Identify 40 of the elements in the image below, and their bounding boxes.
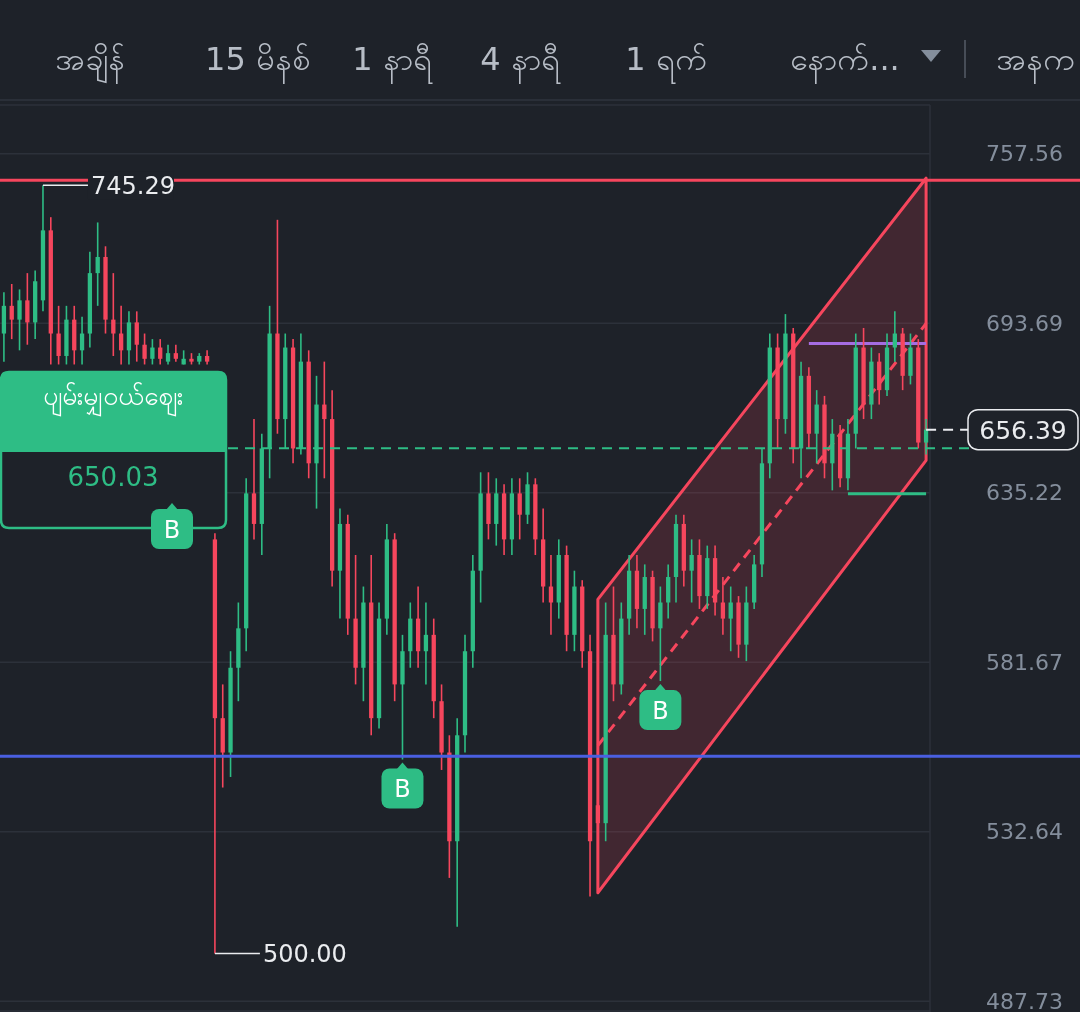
- candlestick: [95, 221, 100, 307]
- candlestick: [728, 585, 733, 653]
- candlestick: [150, 338, 155, 366]
- candlestick: [548, 554, 554, 636]
- candlestick: [25, 272, 30, 346]
- candlestick: [9, 283, 14, 340]
- candlestick: [134, 310, 139, 363]
- y-tick-label: 487.73: [986, 988, 1063, 1012]
- y-tick-label: 693.69: [986, 310, 1063, 336]
- candlestick: [423, 601, 429, 686]
- candlestick: [142, 332, 147, 366]
- y-tick-label: 581.67: [986, 649, 1063, 675]
- annotation: B: [394, 775, 411, 804]
- candlestick: [720, 576, 726, 636]
- candlestick: [322, 360, 327, 480]
- candlestick: [892, 310, 897, 363]
- candlestick: [517, 477, 522, 541]
- y-tick-label: 757.56: [986, 141, 1063, 167]
- text: 4 နာရီ: [480, 40, 561, 84]
- annotation: B: [652, 697, 669, 726]
- annotation: ပျမ်းမျှဝယ်စျေး: [43, 381, 183, 417]
- text: 1 ရက်: [625, 40, 707, 84]
- ref-line-label: 656.39: [979, 415, 1067, 445]
- annotation: B: [163, 516, 181, 544]
- text: 1 နာရီ: [352, 40, 433, 84]
- annotation: 500.00: [262, 940, 347, 969]
- candlestick: [56, 305, 61, 366]
- annotation: 745.29: [90, 172, 175, 201]
- text: နောက်...: [790, 40, 900, 84]
- y-tick-label: 532.64: [986, 819, 1063, 845]
- text: အချိန်: [55, 40, 125, 84]
- candlestick: [689, 538, 694, 604]
- candlestick: [158, 338, 163, 366]
- text: 15 မိနစ်: [205, 40, 311, 84]
- ref-line-label: 650.03: [67, 462, 159, 492]
- candlestick: [17, 288, 22, 352]
- candlestick: [111, 272, 116, 357]
- text: အနက: [995, 40, 1075, 84]
- y-tick-label: 635.22: [986, 480, 1063, 506]
- candlestick: [165, 343, 171, 366]
